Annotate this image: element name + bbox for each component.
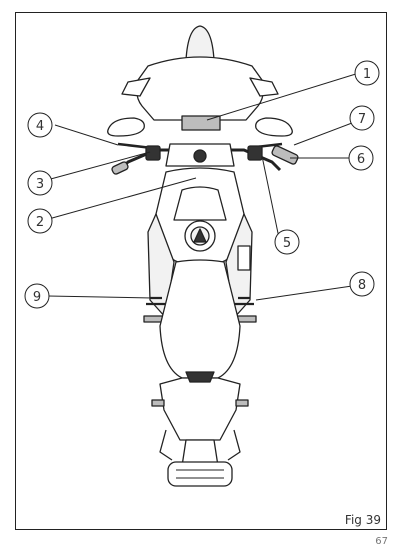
callout-5: 5 (274, 229, 300, 255)
page-number: 67 (375, 536, 388, 547)
callout-7: 7 (349, 105, 375, 131)
swing-arm (159, 429, 241, 461)
callout-8: 8 (349, 271, 375, 297)
callout-1: 1 (354, 60, 380, 86)
passenger-footpeg-left (151, 399, 165, 407)
passenger-footpeg-right (235, 399, 249, 407)
mirror-left (107, 117, 145, 137)
callout-7-label: 7 (358, 112, 366, 127)
callout-5-label: 5 (283, 236, 291, 251)
tail-section (159, 377, 241, 441)
grip-right (271, 145, 299, 165)
rear-brake-pedal (232, 296, 254, 306)
figure-label: Fig 39 (344, 513, 381, 527)
rear-tyre (167, 461, 233, 487)
callout-6: 6 (348, 145, 374, 171)
callout-3-label: 3 (36, 177, 44, 192)
callout-9: 9 (24, 283, 50, 309)
callout-3: 3 (27, 170, 53, 196)
leader-lines (44, 72, 360, 301)
callout-4-label: 4 (36, 119, 44, 134)
steering-stem (193, 149, 207, 163)
tail-light (185, 371, 215, 383)
instrument-panel (181, 115, 221, 131)
fuel-cap-logo (193, 228, 207, 243)
front-fairing (136, 56, 264, 121)
seat (159, 259, 241, 379)
callout-6-label: 6 (357, 152, 365, 167)
callout-4: 4 (27, 112, 53, 138)
right-switch-block (247, 145, 263, 161)
mirror-right (255, 117, 293, 137)
grip-left (111, 161, 129, 175)
side-panel-left (147, 213, 175, 319)
callout-2-label: 2 (36, 215, 44, 230)
callout-9-label: 9 (33, 290, 41, 305)
callout-2: 2 (27, 208, 53, 234)
tank-centre-ridge (173, 186, 227, 221)
frame-detail-right (237, 245, 251, 271)
fairing-wing-left (121, 77, 151, 97)
rear-tyre-tread (176, 469, 224, 479)
motorcycle-illustration (107, 25, 299, 487)
figure-frame (15, 12, 387, 530)
callout-1-label: 1 (363, 67, 371, 82)
callouts: 1 2 3 4 5 6 7 8 (24, 60, 380, 309)
fairing-wing-right (249, 77, 279, 97)
callout-8-label: 8 (358, 278, 366, 293)
